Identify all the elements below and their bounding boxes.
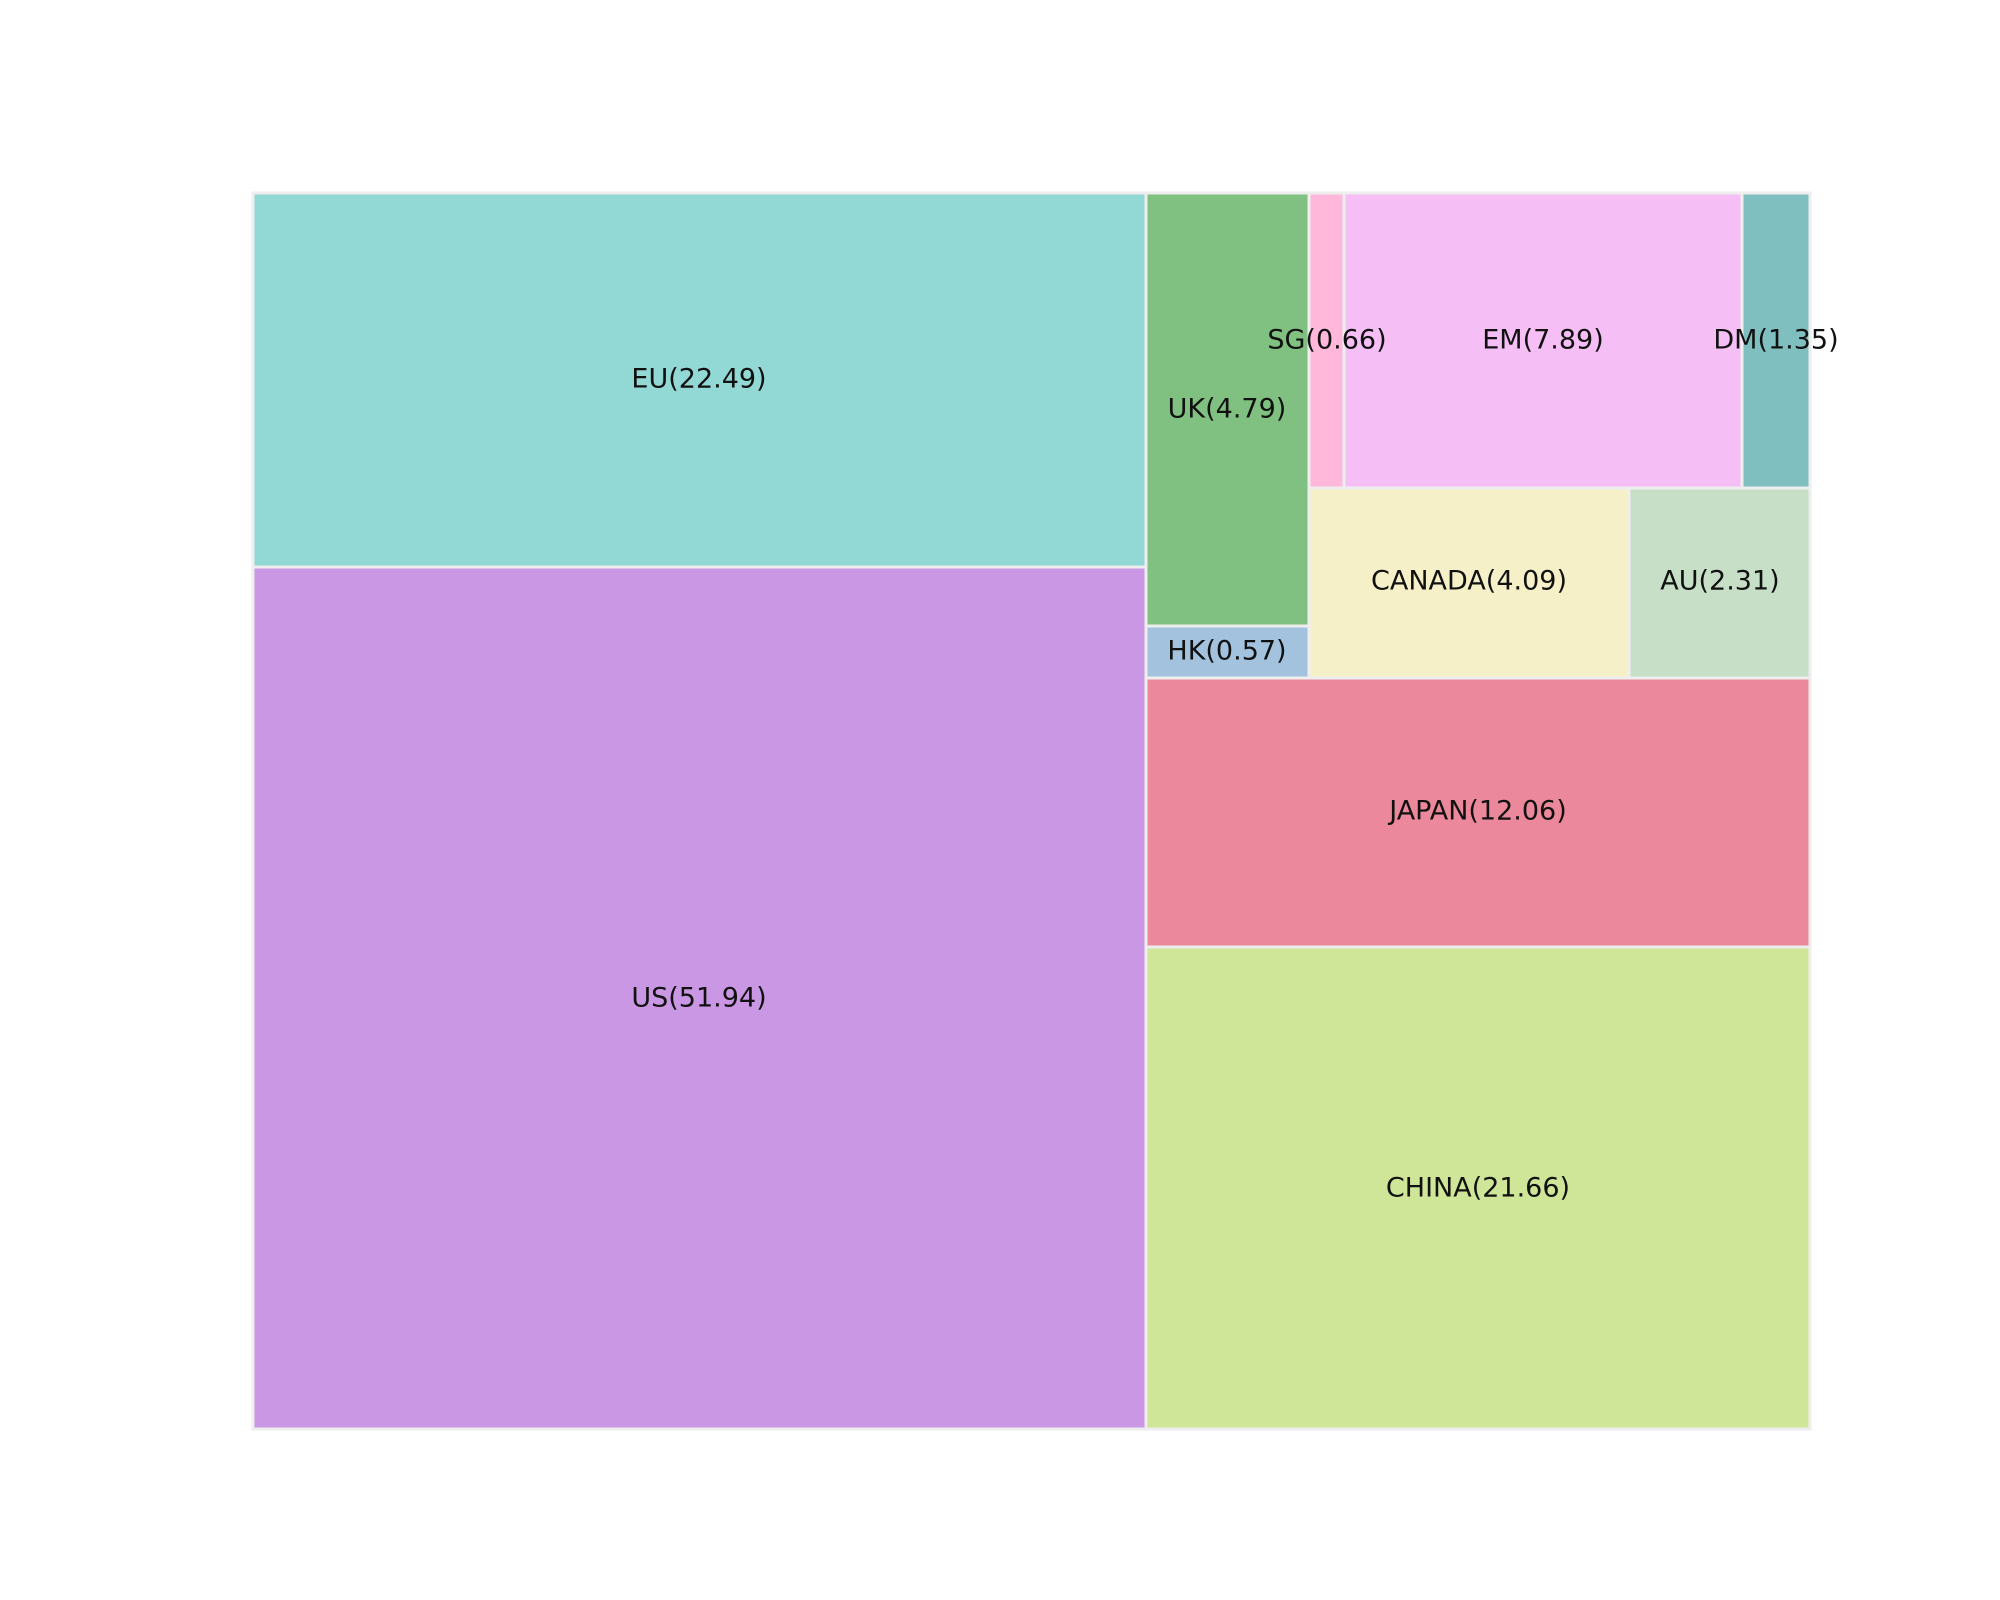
tile-hk	[1144, 624, 1311, 680]
tile-sg	[1307, 191, 1346, 490]
tile-canada	[1307, 486, 1631, 680]
tile-label-em: EM(7.89)	[1482, 325, 1604, 356]
tile-au	[1627, 486, 1812, 680]
tiles-layer	[251, 191, 1812, 1431]
tile-eu	[251, 191, 1148, 569]
tile-label-sg: SG(0.66)	[1267, 325, 1386, 356]
tile-japan	[1144, 676, 1812, 949]
tile-label-us: US(51.94)	[631, 983, 766, 1014]
tile-uk	[1144, 191, 1311, 628]
tile-label-uk: UK(4.79)	[1168, 394, 1287, 425]
tile-us	[251, 565, 1148, 1431]
tile-label-hk: HK(0.57)	[1167, 636, 1286, 667]
tile-label-au: AU(2.31)	[1660, 566, 1779, 597]
tile-dm	[1740, 191, 1812, 490]
tile-label-china: CHINA(21.66)	[1386, 1173, 1570, 1204]
labels-layer: US(51.94) EU(22.49) CHINA(21.66) JAPAN(12.0…	[631, 325, 1838, 1204]
tile-label-dm: DM(1.35)	[1713, 325, 1838, 356]
tile-label-japan: JAPAN(12.06)	[1387, 796, 1567, 827]
tile-label-eu: EU(22.49)	[631, 364, 766, 395]
tile-label-canada: CANADA(4.09)	[1371, 566, 1567, 597]
tile-em	[1342, 191, 1744, 490]
